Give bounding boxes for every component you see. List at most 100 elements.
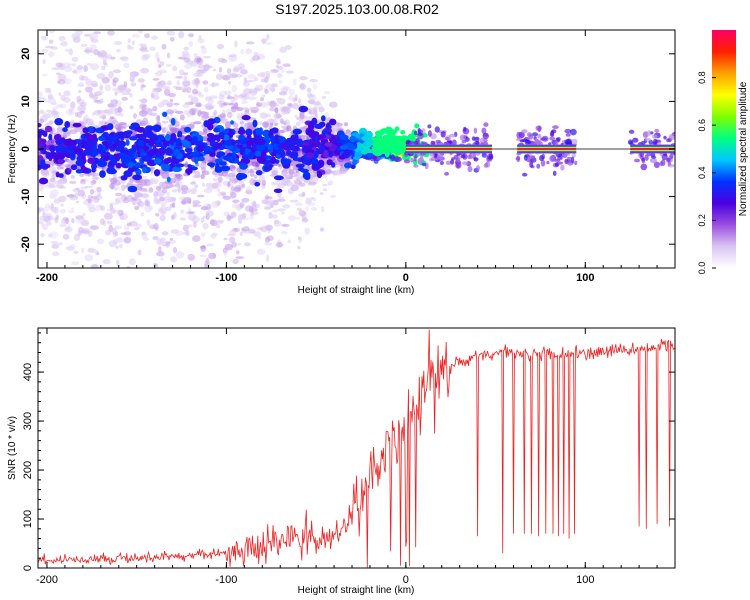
- spectrogram-cell: [228, 236, 236, 244]
- spectrogram-cell: [123, 62, 130, 69]
- spectrogram-cell: [241, 212, 247, 219]
- spectrogram-cell: [261, 151, 267, 157]
- snr-xtick-label: -200: [36, 574, 58, 586]
- spectrogram-cell: [297, 245, 301, 250]
- spectrogram-cell: [78, 90, 82, 93]
- spectrogram-cell: [60, 94, 66, 101]
- spectrogram-cell: [278, 91, 288, 96]
- spectrogram-cell: [226, 73, 232, 77]
- spectrogram-cell: [107, 103, 115, 107]
- spectrogram-cell: [113, 209, 122, 214]
- spectrogram-cell: [44, 125, 53, 133]
- spectrogram-cell: [549, 136, 556, 141]
- spectrogram-cell: [38, 123, 42, 128]
- spectrogram-cell: [287, 182, 295, 186]
- spectrogram-cell: [552, 170, 557, 176]
- spectrogram-cell: [110, 181, 115, 190]
- spectrogram-cell: [178, 31, 185, 39]
- spectrogram-cell: [100, 218, 105, 226]
- spectrogram-cell: [384, 143, 390, 150]
- spectrogram-cell: [279, 118, 284, 124]
- spectrogram-cell: [131, 144, 136, 149]
- spectrogram-cell: [133, 200, 138, 205]
- spectrogram-cell: [247, 171, 257, 174]
- spectrogram-cell: [125, 139, 130, 146]
- spectrogram-cell: [328, 101, 338, 108]
- spectrogram-cell: [376, 133, 383, 140]
- spectrogram-cell: [39, 215, 48, 221]
- spectrogram-cell: [205, 257, 210, 265]
- spectrogram-cell: [39, 138, 47, 144]
- spectrogram-cell: [155, 52, 160, 60]
- spectrogram-cell: [281, 69, 285, 74]
- spectrogram-cell: [64, 48, 70, 52]
- spectrogram-cell: [165, 63, 173, 67]
- spectrogram-cell: [304, 227, 311, 235]
- spectrogram-cell: [174, 163, 185, 168]
- spectrogram-cell: [70, 101, 76, 109]
- spectrogram-cell: [314, 123, 324, 129]
- spectrogram-cell: [86, 63, 92, 66]
- spectrogram-cell: [564, 128, 572, 134]
- spectrogram-cell: [323, 91, 331, 95]
- spectrogram-cell: [85, 86, 93, 93]
- spectrogram-cell: [107, 119, 113, 124]
- spectrogram-cell: [298, 119, 307, 124]
- spectrogram-cell: [173, 212, 177, 219]
- spectrogram-cell: [257, 120, 263, 126]
- spectrogram-cell: [62, 127, 68, 133]
- spectrogram-cell: [48, 39, 54, 44]
- spectrogram-cell: [319, 192, 324, 195]
- spectrogram-cell: [96, 90, 104, 95]
- spectrogram-cell: [71, 217, 75, 224]
- spectrogram-cell: [321, 95, 327, 100]
- spectrogram-cell: [263, 165, 273, 171]
- spectrogram-cell: [70, 244, 76, 248]
- spectrogram-cell: [41, 48, 49, 53]
- spectrogram-cell: [89, 225, 99, 231]
- spectrogram-cell: [123, 237, 132, 244]
- spectrogram-cell: [47, 110, 54, 119]
- spectrogram-cell: [140, 44, 144, 52]
- spectrogram-cell: [195, 69, 204, 77]
- spectrogram-cell: [38, 186, 42, 192]
- spectrogram-cell: [149, 224, 157, 230]
- spectrogram-cell: [107, 108, 113, 116]
- spectrogram-cell: [229, 73, 239, 78]
- colorbar-ticks: 0.0 0.2 0.4 0.6 0.8: [697, 71, 716, 274]
- spectrogram-cell: [298, 182, 306, 187]
- spectrogram-cell: [58, 103, 67, 109]
- spectrogram-cell: [288, 169, 295, 175]
- spectrogram-cell: [130, 82, 137, 87]
- spectrogram-cell: [325, 124, 332, 130]
- spectrogram-cell: [234, 228, 238, 232]
- spectrogram-cell: [185, 168, 193, 175]
- spectrogram-cell: [634, 158, 640, 163]
- spectrogram-cell: [108, 240, 118, 248]
- spectrogram-cell: [48, 184, 57, 188]
- spectrogram-cell: [352, 159, 358, 166]
- spectrogram-cell: [218, 161, 227, 166]
- spectrogram-cell: [312, 83, 318, 90]
- spectrogram-cell: [48, 133, 53, 141]
- spectrogram-cell: [324, 142, 333, 147]
- spectrogram-cell: [400, 130, 406, 135]
- spectrogram-cell: [98, 115, 104, 119]
- spectrogram-cell: [171, 202, 176, 208]
- spectrogram-cell: [216, 142, 223, 149]
- spectrogram-cell: [234, 40, 238, 48]
- spectrogram-cell: [41, 73, 48, 77]
- spectrogram-cell: [90, 63, 99, 71]
- spectrogram-cell: [192, 135, 198, 143]
- spectrogram-cell: [336, 136, 341, 144]
- spectrogram-cell: [102, 59, 107, 66]
- spectrogram-cell: [48, 51, 55, 58]
- spectrogram-cell: [144, 155, 152, 161]
- spectrogram-cell: [650, 152, 656, 157]
- spectrogram-cell: [264, 196, 273, 200]
- spectrogram-cell: [421, 162, 427, 167]
- spectrogram-cell: [473, 157, 479, 162]
- spectrogram-cell: [126, 222, 132, 227]
- spectrogram-cell: [256, 143, 266, 151]
- spectrogram-cell: [247, 96, 257, 101]
